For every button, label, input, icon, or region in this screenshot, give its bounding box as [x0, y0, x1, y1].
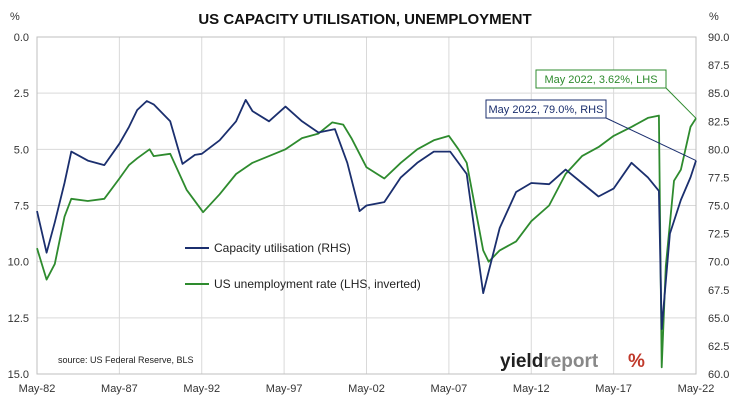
annotation-text-unemployment: May 2022, 3.62%, LHS [544, 74, 657, 86]
annotation-box-unemployment [535, 69, 667, 89]
right-tick-label: 65.0 [708, 313, 729, 325]
right-tick-label: 85.0 [708, 88, 729, 100]
left-tick-label: 0.0 [14, 32, 29, 44]
left-tick-label: 10.0 [8, 257, 29, 269]
right-tick-label: 77.5 [708, 172, 729, 184]
source-note: source: US Federal Reserve, BLS [58, 355, 194, 365]
legend-label-capacity: Capacity utilisation (RHS) [214, 241, 351, 255]
logo-word-report: report [543, 351, 599, 372]
plot-area [36, 36, 697, 375]
series-line-capacity-utilisation [36, 99, 697, 330]
right-tick-label: 72.5 [708, 229, 729, 241]
right-tick-label: 70.0 [708, 257, 729, 269]
left-tick-label: 5.0 [14, 144, 29, 156]
logo-wordmark: yieldreport [500, 351, 599, 372]
left-axis-unit: % [10, 11, 20, 23]
right-tick-label: 82.5 [708, 116, 729, 128]
logo-word-yield: yield [500, 351, 543, 372]
x-tick-label: May-17 [595, 383, 632, 395]
x-tick-label: May-07 [431, 383, 468, 395]
x-tick-label: May-97 [266, 383, 303, 395]
annotation-text-capacity: May 2022, 79.0%, RHS [489, 104, 604, 116]
x-tick-label: May-82 [19, 383, 56, 395]
x-tick-label: May-92 [183, 383, 220, 395]
x-tick-label: May-87 [101, 383, 138, 395]
annotation-leader-unemployment [665, 87, 697, 119]
right-tick-label: 90.0 [708, 32, 729, 44]
right-tick-label: 60.0 [708, 369, 729, 381]
annotation-box-capacity [485, 99, 607, 119]
right-tick-label: 62.5 [708, 341, 729, 353]
legend: Capacity utilisation (RHS) US unemployme… [185, 241, 421, 291]
gridlines [36, 36, 697, 375]
yieldreport-logo: yieldreport % [500, 351, 645, 372]
chart-title: US CAPACITY UTILISATION, UNEMPLOYMENT [198, 11, 531, 28]
left-tick-label: 2.5 [14, 88, 29, 100]
right-tick-label: 87.5 [708, 60, 729, 72]
axis-ticks: 0.0 2.5 5.0 7.5 10.0 12.5 15.0 60.0 62.5 65.0 67.5… [8, 32, 730, 395]
legend-label-unemployment: US unemployment rate (LHS, inverted) [214, 277, 421, 291]
annotation-capacity: May 2022, 79.0%, RHS [485, 99, 697, 162]
series-line-unemployment-rate [36, 114, 697, 369]
left-tick-label: 15.0 [8, 369, 29, 381]
x-tick-label: May-02 [348, 383, 385, 395]
left-tick-label: 7.5 [14, 201, 29, 213]
series-lines [36, 99, 697, 369]
annotation-leader-capacity [605, 117, 697, 162]
right-axis-unit: % [709, 11, 719, 23]
right-tick-label: 80.0 [708, 144, 729, 156]
x-tick-label: May-22 [678, 383, 715, 395]
annotation-unemployment: May 2022, 3.62%, LHS [535, 69, 697, 119]
left-tick-label: 12.5 [8, 313, 29, 325]
logo-percent-symbol: % [628, 351, 645, 372]
right-tick-label: 67.5 [708, 285, 729, 297]
right-tick-label: 75.0 [708, 201, 729, 213]
x-tick-label: May-12 [513, 383, 550, 395]
